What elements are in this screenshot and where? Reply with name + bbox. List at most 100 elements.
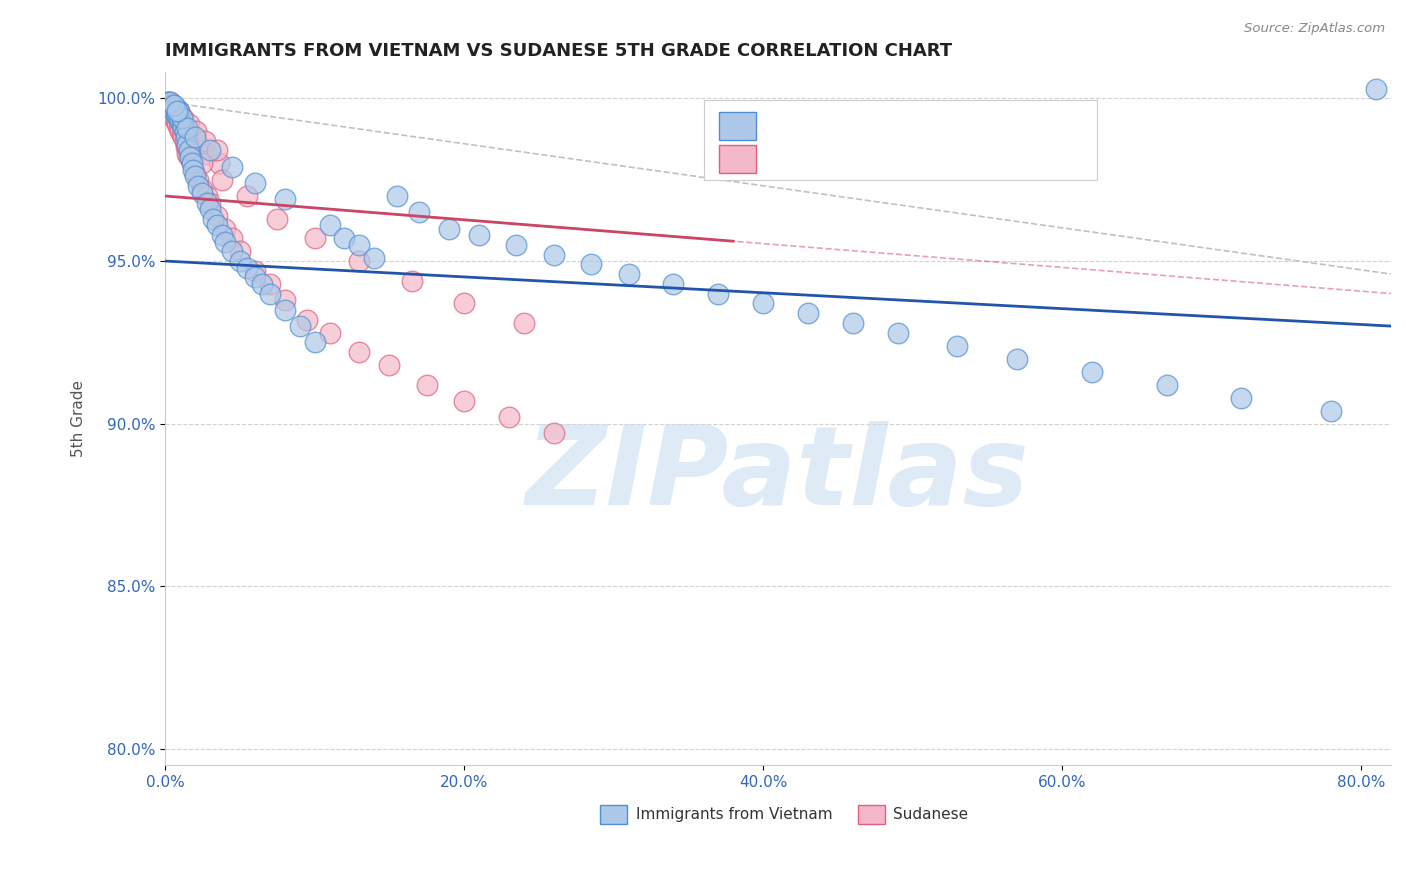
- Y-axis label: 5th Grade: 5th Grade: [72, 380, 86, 458]
- Point: [187, 136, 209, 151]
- Point: [167, 104, 190, 119]
- Point: [170, 111, 193, 125]
- Point: [160, 101, 183, 115]
- Point: [221, 160, 243, 174]
- Point: [207, 209, 229, 223]
- Point: [273, 302, 295, 317]
- Point: [318, 326, 340, 340]
- Point: [170, 127, 193, 141]
- FancyBboxPatch shape: [704, 100, 1097, 180]
- Point: [259, 286, 281, 301]
- Point: [229, 244, 252, 259]
- Point: [207, 219, 229, 233]
- Point: [176, 136, 198, 151]
- Point: [437, 221, 460, 235]
- Point: [295, 312, 318, 326]
- Point: [1007, 351, 1029, 366]
- Point: [207, 144, 229, 158]
- Point: [842, 316, 865, 330]
- Point: [579, 257, 602, 271]
- Point: [662, 277, 685, 291]
- FancyBboxPatch shape: [720, 112, 756, 140]
- Point: [181, 156, 204, 170]
- Point: [221, 244, 243, 259]
- Point: [288, 319, 311, 334]
- Point: [157, 98, 180, 112]
- Point: [886, 326, 908, 340]
- Text: N = 74: N = 74: [949, 115, 1012, 134]
- Point: [946, 338, 969, 352]
- Point: [169, 114, 191, 128]
- Point: [195, 189, 218, 203]
- Point: [179, 150, 201, 164]
- Point: [163, 104, 186, 119]
- Point: [1081, 365, 1104, 379]
- Point: [191, 186, 214, 200]
- Point: [349, 345, 371, 359]
- Point: [236, 260, 259, 275]
- Point: [174, 140, 197, 154]
- Point: [468, 227, 491, 242]
- FancyBboxPatch shape: [720, 145, 756, 173]
- Point: [208, 156, 231, 170]
- Point: [214, 235, 236, 249]
- Point: [179, 127, 201, 141]
- Point: [415, 377, 437, 392]
- Point: [173, 134, 195, 148]
- Point: [349, 254, 371, 268]
- Point: [498, 410, 520, 425]
- Point: [221, 231, 243, 245]
- Point: [198, 144, 221, 158]
- Point: [408, 205, 430, 219]
- Text: Sudanese: Sudanese: [893, 806, 969, 822]
- Point: [543, 426, 565, 441]
- Point: [167, 120, 190, 135]
- Point: [172, 111, 194, 125]
- Point: [183, 163, 205, 178]
- Point: [159, 98, 181, 112]
- Point: [184, 169, 207, 184]
- Point: [176, 140, 198, 154]
- Point: [166, 108, 188, 122]
- Point: [162, 98, 184, 112]
- Point: [513, 316, 536, 330]
- Point: [243, 264, 266, 278]
- Point: [173, 120, 195, 135]
- Point: [797, 306, 820, 320]
- Point: [174, 130, 197, 145]
- Point: [304, 335, 326, 350]
- Point: [172, 130, 194, 145]
- Point: [187, 179, 209, 194]
- Point: [176, 120, 198, 135]
- Point: [159, 101, 181, 115]
- Point: [177, 150, 200, 164]
- Text: Immigrants from Vietnam: Immigrants from Vietnam: [636, 806, 832, 822]
- Point: [173, 124, 195, 138]
- Point: [1365, 81, 1388, 95]
- Point: [707, 286, 730, 301]
- Point: [259, 277, 281, 291]
- Point: [176, 146, 198, 161]
- Point: [453, 393, 475, 408]
- Point: [157, 98, 180, 112]
- Point: [1156, 377, 1178, 392]
- Point: [401, 274, 423, 288]
- Point: [169, 114, 191, 128]
- Point: [385, 189, 408, 203]
- Point: [378, 358, 401, 372]
- Text: Source: ZipAtlas.com: Source: ZipAtlas.com: [1244, 22, 1385, 36]
- Point: [160, 104, 183, 119]
- Point: [166, 118, 188, 132]
- Point: [155, 95, 177, 109]
- Point: [229, 254, 252, 268]
- Point: [236, 189, 259, 203]
- Point: [165, 101, 187, 115]
- Point: [181, 156, 204, 170]
- Text: ZIPatlas: ZIPatlas: [526, 421, 1031, 528]
- Point: [177, 118, 200, 132]
- Point: [170, 118, 193, 132]
- Text: R = -0.056: R = -0.056: [768, 115, 866, 134]
- Point: [160, 104, 183, 119]
- Text: N = 68: N = 68: [949, 150, 1012, 168]
- Point: [184, 166, 207, 180]
